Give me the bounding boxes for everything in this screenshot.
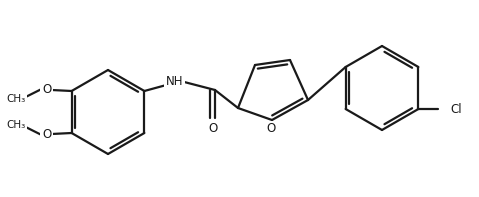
Text: O: O xyxy=(42,128,51,141)
Text: CH₃: CH₃ xyxy=(6,94,25,104)
Text: Cl: Cl xyxy=(450,102,462,115)
Text: NH: NH xyxy=(166,74,183,87)
Text: CH₃: CH₃ xyxy=(6,120,25,130)
Text: O: O xyxy=(266,123,275,136)
Text: O: O xyxy=(42,83,51,96)
Text: O: O xyxy=(208,122,217,135)
